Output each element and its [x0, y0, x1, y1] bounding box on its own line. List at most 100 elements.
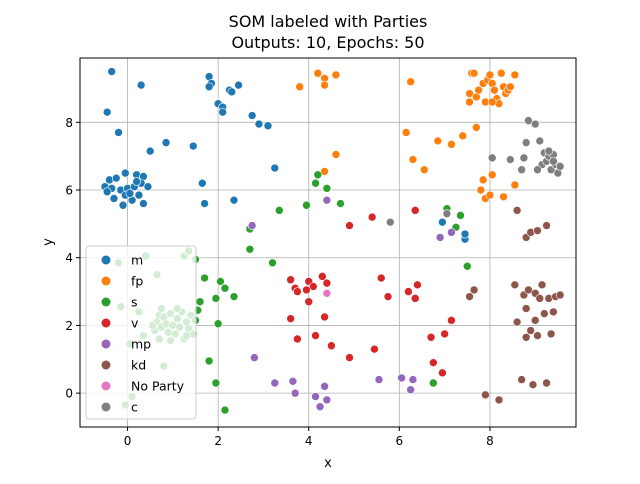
data-point — [433, 136, 443, 146]
data-point — [512, 317, 522, 327]
data-point — [114, 128, 123, 137]
data-point — [322, 184, 332, 193]
legend-item: s — [101, 295, 138, 310]
data-point — [524, 116, 533, 125]
data-point — [506, 82, 515, 92]
data-point — [270, 378, 280, 388]
data-point — [535, 294, 545, 303]
data-point — [302, 285, 311, 295]
data-point — [410, 294, 420, 303]
y-tick-label: 0 — [65, 387, 73, 401]
data-point — [204, 356, 214, 366]
x-axis-label: x — [324, 456, 332, 471]
data-point — [320, 167, 329, 176]
data-point — [118, 200, 128, 210]
data-point — [397, 373, 406, 383]
data-point — [250, 353, 259, 362]
data-point — [322, 195, 332, 205]
data-point — [132, 177, 141, 186]
data-point — [542, 378, 551, 388]
data-point — [406, 77, 415, 86]
data-point — [270, 163, 280, 173]
data-point — [510, 180, 520, 190]
x-tick-label: 2 — [214, 434, 222, 448]
data-point — [512, 206, 522, 215]
data-point — [447, 228, 456, 237]
data-point — [490, 85, 499, 95]
data-point — [487, 170, 497, 180]
data-point — [288, 376, 298, 386]
data-point — [383, 292, 393, 301]
data-point — [320, 382, 329, 391]
legend-marker — [101, 402, 111, 412]
chart-subtitle: Outputs: 10, Epochs: 50 — [231, 33, 424, 52]
data-point — [195, 297, 205, 307]
legend-label: kd — [131, 358, 146, 373]
data-point — [406, 385, 415, 395]
legend-label: c — [131, 400, 138, 415]
data-point — [496, 68, 506, 78]
data-point — [521, 332, 531, 342]
data-point — [302, 200, 311, 210]
data-point — [408, 375, 418, 384]
legend-marker — [101, 297, 111, 307]
chart-title: SOM labeled with Parties — [229, 12, 428, 31]
data-point — [345, 221, 354, 230]
data-point — [311, 392, 320, 401]
data-point — [370, 344, 379, 354]
data-point — [245, 244, 255, 254]
data-point — [413, 280, 422, 290]
data-point — [311, 178, 320, 188]
data-point — [286, 314, 295, 323]
legend: m fp sv mp kd No Party c — [85, 245, 197, 420]
y-tick-label: 8 — [65, 116, 73, 130]
data-point — [211, 294, 221, 303]
data-point — [555, 290, 565, 300]
y-tick-label: 6 — [65, 184, 73, 198]
data-point — [485, 70, 495, 80]
data-point — [533, 165, 542, 175]
data-point — [517, 165, 526, 175]
data-point — [200, 199, 209, 208]
data-point — [456, 211, 465, 220]
legend-marker — [101, 381, 111, 391]
data-point — [109, 194, 119, 203]
data-point — [145, 146, 155, 156]
y-tick-label: 4 — [65, 251, 73, 265]
data-point — [519, 153, 529, 163]
data-point — [549, 307, 558, 317]
data-point — [429, 378, 438, 388]
legend-marker — [101, 339, 111, 349]
data-point — [227, 87, 237, 97]
data-point — [469, 68, 479, 78]
data-point — [426, 332, 436, 342]
legend-item: kd — [101, 358, 146, 373]
data-point — [447, 140, 456, 149]
series-m — [100, 67, 470, 244]
data-point — [254, 119, 264, 129]
data-point — [462, 261, 472, 271]
data-point — [204, 82, 214, 92]
data-point — [336, 199, 345, 208]
axis-ticks: 0 2 4 6 8 0 2 4 6 8 — [65, 116, 493, 448]
data-point — [313, 170, 323, 180]
data-point — [460, 229, 470, 239]
data-point — [234, 80, 243, 90]
data-point — [286, 275, 295, 285]
data-point — [465, 292, 474, 301]
data-point — [478, 175, 488, 185]
data-point — [410, 206, 420, 215]
data-point — [533, 226, 542, 235]
data-point — [549, 156, 558, 166]
data-point — [385, 217, 395, 227]
data-point — [474, 85, 483, 95]
data-point — [308, 282, 318, 291]
data-point — [530, 119, 540, 129]
legend-marker — [101, 360, 111, 370]
legend-box — [85, 245, 197, 420]
data-point — [469, 285, 479, 295]
data-point — [313, 68, 323, 78]
data-point — [216, 277, 225, 286]
legend-item: fp — [101, 274, 143, 289]
